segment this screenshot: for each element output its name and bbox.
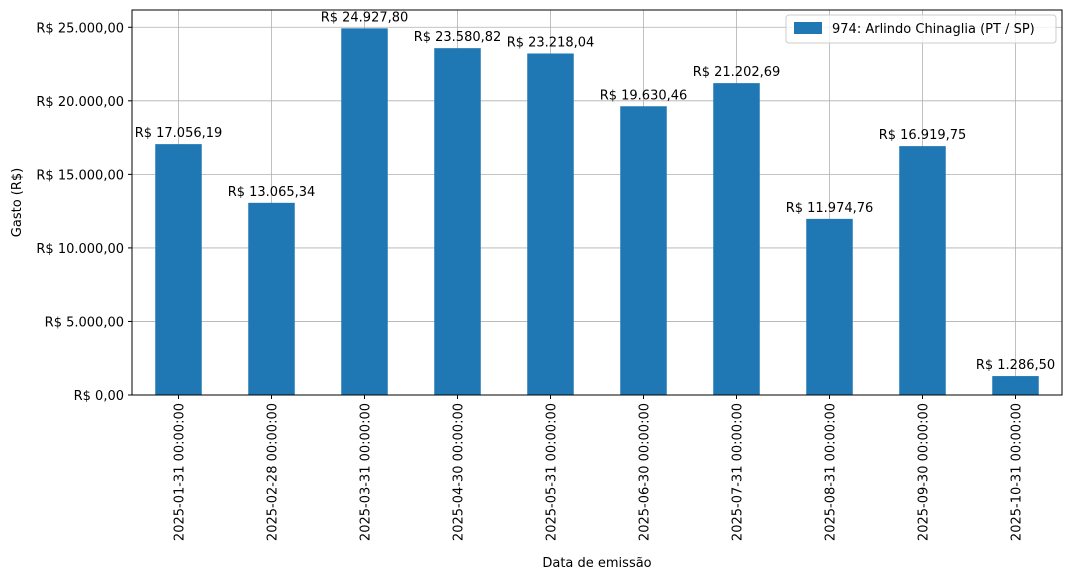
x-tick-label: 2025-09-30 00:00:00 [917,403,932,541]
bar [434,48,481,396]
y-tick-label: R$ 20.000,00 [36,95,124,110]
x-tick-label: 2025-05-31 00:00:00 [545,403,560,541]
bar-data-label: R$ 21.202,69 [693,65,781,80]
plot-frame [131,9,1063,396]
bar [806,218,853,395]
y-tick-label: R$ 25.000,00 [36,21,124,36]
x-axis-ticks: 2025-01-31 00:00:00 2025-02-28 00:00:00 20… [173,395,1025,541]
y-axis-label: Gasto (R$) [10,168,25,237]
y-tick-label: R$ 15.000,00 [36,168,124,183]
bar [992,376,1039,395]
bar-data-label: R$ 17.056,19 [135,126,223,141]
y-tick-label: R$ 5.000,00 [45,315,124,330]
bar [527,53,574,395]
x-tick-label: 2025-07-31 00:00:00 [731,403,746,541]
x-tick-label: 2025-04-30 00:00:00 [452,403,467,541]
x-axis-label: Data de emissão [542,556,651,571]
bar [899,146,946,395]
bar-data-label: R$ 23.580,82 [414,30,502,45]
bar-data-label: R$ 19.630,46 [600,88,688,103]
y-tick-label: R$ 0,00 [74,389,124,404]
bar [155,144,202,395]
bar-data-label: R$ 1.286,50 [976,358,1055,373]
legend-box [785,14,1057,44]
x-tick-label: 2025-03-31 00:00:00 [359,403,374,541]
x-tick-label: 2025-08-31 00:00:00 [824,403,839,541]
bar [341,28,388,396]
legend: 974: Arlindo Chinaglia (PT / SP) [785,14,1057,44]
bar [713,83,760,396]
bar-data-label: R$ 13.065,34 [228,185,316,200]
bar [620,106,667,395]
bars [155,28,1039,396]
x-tick-label: 2025-10-31 00:00:00 [1010,403,1025,541]
x-tick-label: 2025-02-28 00:00:00 [266,403,281,541]
x-tick-label: 2025-06-30 00:00:00 [638,403,653,541]
data-labels: R$ 17.056,19 R$ 13.065,34 R$ 24.927,80 R$ 2… [135,10,1055,373]
bar [248,202,295,395]
x-tick-label: 2025-01-31 00:00:00 [173,403,188,541]
bar-data-label: R$ 23.218,04 [507,35,595,50]
y-axis-ticks: R$ 0,00 R$ 5.000,00 R$ 10.000,00 R$ 15.000,… [36,21,132,404]
legend-swatch [794,22,822,34]
legend-entry-label: 974: Arlindo Chinaglia (PT / SP) [832,22,1035,37]
bar-data-label: R$ 16.919,75 [879,128,967,143]
bar-data-label: R$ 11.974,76 [786,201,874,216]
bar-data-label: R$ 24.927,80 [321,10,409,25]
y-tick-label: R$ 10.000,00 [36,242,124,257]
